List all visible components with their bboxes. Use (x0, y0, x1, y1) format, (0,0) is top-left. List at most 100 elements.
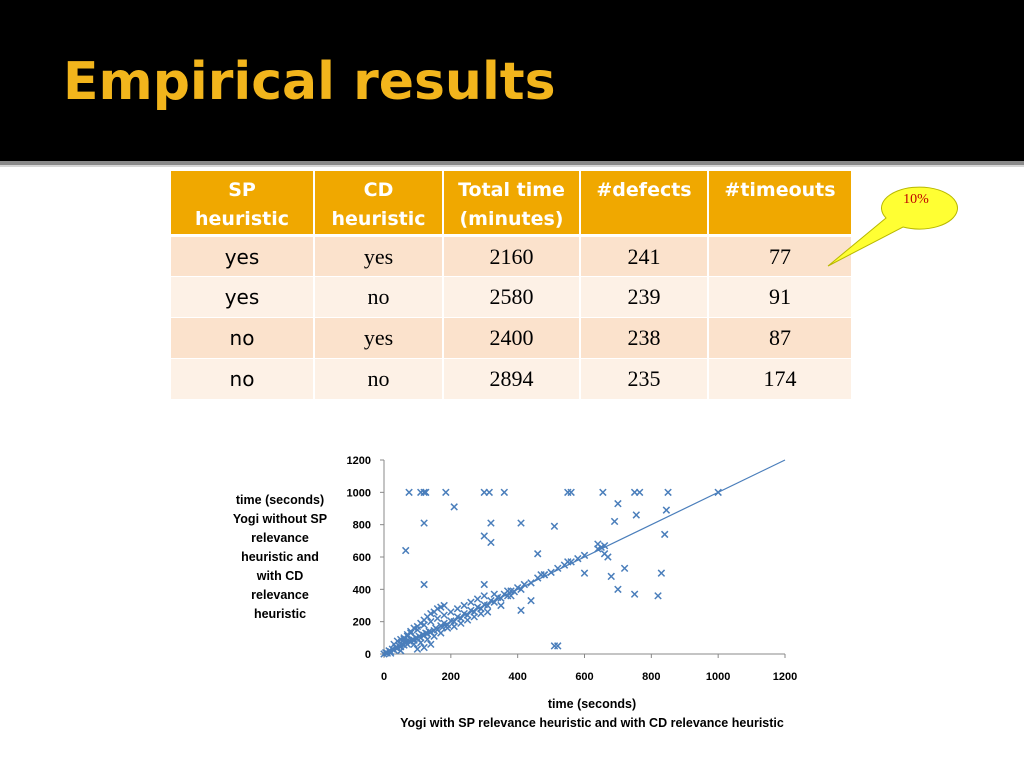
cell-total-time: 2160 (443, 235, 581, 277)
data-point (517, 519, 525, 527)
cell-timeouts: 91 (708, 276, 853, 318)
data-point (567, 488, 575, 497)
x-tick-label: 1200 (773, 671, 797, 683)
data-point (410, 640, 418, 649)
data-point (550, 642, 559, 650)
data-point (632, 511, 641, 519)
data-point (423, 635, 432, 644)
data-point (654, 592, 662, 600)
cell-cd: yes (314, 317, 444, 359)
data-point (450, 622, 458, 631)
data-point (420, 519, 428, 527)
chart-ticks: 0 200 400 600 800 1000 1200 0 200 400 600 800 1000 12… (347, 455, 798, 683)
data-point (604, 553, 612, 561)
x-tick-label: 600 (575, 671, 593, 683)
cell-timeouts: 87 (708, 317, 853, 359)
cell-cd: no (314, 276, 444, 318)
data-point (630, 590, 639, 598)
data-point (477, 609, 485, 618)
data-point (487, 519, 495, 527)
data-point (662, 506, 671, 514)
data-point (440, 601, 448, 610)
data-point (664, 488, 672, 497)
x-tick-label: 200 (442, 671, 460, 683)
data-point (460, 601, 468, 610)
data-point (430, 632, 438, 640)
data-point (420, 643, 428, 652)
data-point (599, 488, 607, 497)
slide-title: Empirical results (63, 52, 556, 112)
header-total-time: Total time (minutes) (443, 171, 581, 237)
cell-sp: yes (171, 276, 315, 318)
table-row: no no 2894 235 174 (171, 358, 853, 400)
table-row: no yes 2400 238 87 (171, 317, 853, 359)
x-tick-label: 0 (381, 671, 387, 683)
y-tick-label: 800 (353, 520, 371, 532)
data-point (564, 488, 572, 497)
trendline (383, 459, 786, 655)
data-point (463, 616, 472, 624)
data-point (614, 499, 622, 508)
data-point (483, 608, 492, 616)
data-point (396, 647, 405, 655)
data-point (473, 595, 482, 603)
data-point (443, 624, 452, 632)
data-point (427, 617, 435, 626)
results-table: SP heuristic CD heuristic Total time (mi… (171, 171, 853, 400)
data-point (450, 503, 458, 511)
data-point (550, 522, 559, 531)
data-point (580, 569, 589, 577)
data-point (657, 569, 666, 577)
data-point (533, 550, 542, 558)
slide-header: Empirical results (0, 0, 1024, 160)
data-point (635, 488, 644, 497)
y-tick-label: 200 (353, 617, 371, 629)
cell-total-time: 2894 (443, 358, 581, 400)
table-row: yes no 2580 239 91 (171, 276, 853, 318)
table-header-row: SP heuristic CD heuristic Total time (mi… (171, 171, 853, 237)
data-point (470, 613, 478, 621)
cell-total-time: 2400 (443, 317, 581, 359)
y-tick-label: 1200 (347, 455, 371, 467)
cell-total-time: 2580 (443, 276, 581, 318)
y-axis-label: time (seconds) Yogi without SP relevance… (232, 493, 328, 621)
data-point (620, 564, 629, 573)
x-tick-label: 400 (508, 671, 526, 683)
data-point (610, 517, 619, 526)
y-tick-label: 1000 (347, 487, 371, 499)
data-point (453, 605, 462, 613)
data-point (480, 532, 488, 540)
header-divider (0, 161, 1024, 165)
y-tick-label: 0 (365, 649, 371, 661)
cell-sp: no (171, 317, 315, 359)
header-cd-heuristic: CD heuristic (314, 171, 444, 237)
data-point (413, 645, 422, 653)
x-axis-label-line2: Yogi with SP relevance heuristic and wit… (400, 716, 784, 730)
data-point (485, 488, 493, 497)
cell-defects: 238 (580, 317, 709, 359)
callout-label: 10% (903, 192, 929, 207)
data-point (401, 546, 410, 555)
data-point (433, 614, 442, 623)
data-point (427, 640, 435, 649)
chart-trendline (383, 459, 786, 655)
data-point (422, 488, 430, 497)
data-point (527, 596, 535, 605)
data-point (660, 530, 669, 539)
data-point (554, 642, 562, 650)
header-sp-heuristic: SP heuristic (171, 171, 315, 237)
data-point (480, 580, 488, 589)
data-point (386, 649, 395, 657)
data-point (437, 629, 445, 637)
x-axis-label-line1: time (seconds) (547, 697, 637, 711)
data-point (420, 488, 428, 497)
x-tick-label: 1000 (706, 671, 730, 683)
data-point (417, 638, 425, 647)
cell-defects: 239 (580, 276, 709, 318)
data-point (614, 585, 622, 594)
data-point (497, 601, 505, 610)
header-divider-light (0, 165, 1024, 167)
x-tick-label: 800 (642, 671, 660, 683)
data-point (420, 580, 428, 589)
cell-cd: no (314, 358, 444, 400)
